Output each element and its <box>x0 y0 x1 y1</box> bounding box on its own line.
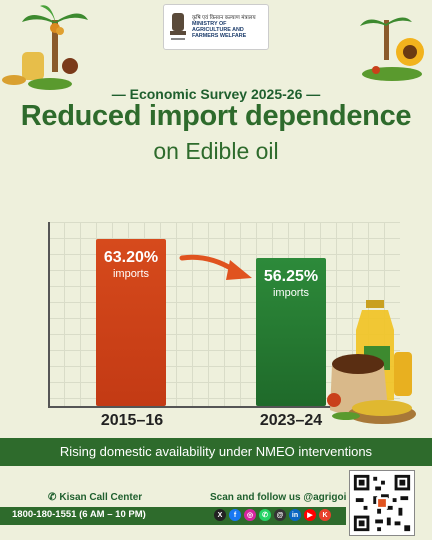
survey-label: — Economic Survey 2025-26 — <box>111 86 321 102</box>
instagram-icon[interactable]: ◎ <box>244 509 256 521</box>
x-icon[interactable]: X <box>214 509 226 521</box>
linkedin-icon[interactable]: in <box>289 509 301 521</box>
kisan-call-center-label: Kisan Call Center <box>59 492 143 503</box>
bar-sublabel: imports <box>272 287 310 299</box>
ministry-hindi-name: कृषि एवं किसान कल्याण मंत्रालय <box>192 15 256 21</box>
state-emblem-icon <box>170 13 186 40</box>
category-label-2023-24: 2023–24 <box>259 412 323 429</box>
palm-oil-illustration-left <box>2 5 88 90</box>
koo-icon[interactable]: K <box>319 509 331 521</box>
page-title: Reduced import dependence <box>20 100 412 132</box>
ministry-english-line3: FARMERS WELFARE <box>192 33 247 39</box>
category-label-2015-16: 2015–16 <box>100 412 164 429</box>
chart-x-axis <box>48 406 400 408</box>
kisan-call-center[interactable]: ✆ Kisan Call Center <box>48 492 142 503</box>
bar-value-label: 56.25% <box>263 268 319 285</box>
threads-icon[interactable]: @ <box>274 509 286 521</box>
info-banner: Rising domestic availability under NMEO … <box>0 438 432 466</box>
qr-code-icon[interactable] <box>349 470 415 536</box>
follow-label: Scan and follow us @agrigoi <box>210 492 347 503</box>
page-subtitle: on Edible oil <box>153 138 279 164</box>
facebook-icon[interactable]: f <box>229 509 241 521</box>
edible-oil-seeds-illustration <box>327 300 416 424</box>
youtube-icon[interactable]: ▶ <box>304 509 316 521</box>
bar-value-label: 63.20% <box>103 249 159 266</box>
bar-sublabel: imports <box>112 268 150 280</box>
whatsapp-icon[interactable]: ✆ <box>259 509 271 521</box>
ministry-english-line1: MINISTRY OF <box>192 21 227 27</box>
ministry-english-line2: AGRICULTURE AND <box>192 27 244 33</box>
helpline-number[interactable]: 1800-180-1551 (6 AM – 10 PM) <box>12 509 146 520</box>
decline-arrow-icon <box>179 254 252 280</box>
phone-icon: ✆ <box>48 492 57 503</box>
chart-y-axis <box>48 222 50 408</box>
sunflower-illustration-right <box>360 17 424 81</box>
bar-2015-16: 63.20% imports <box>96 239 166 406</box>
bar-2023-24: 56.25% imports <box>256 258 326 406</box>
ministry-logo: कृषि एवं किसान कल्याण मंत्रालय MINISTRY … <box>163 4 269 50</box>
